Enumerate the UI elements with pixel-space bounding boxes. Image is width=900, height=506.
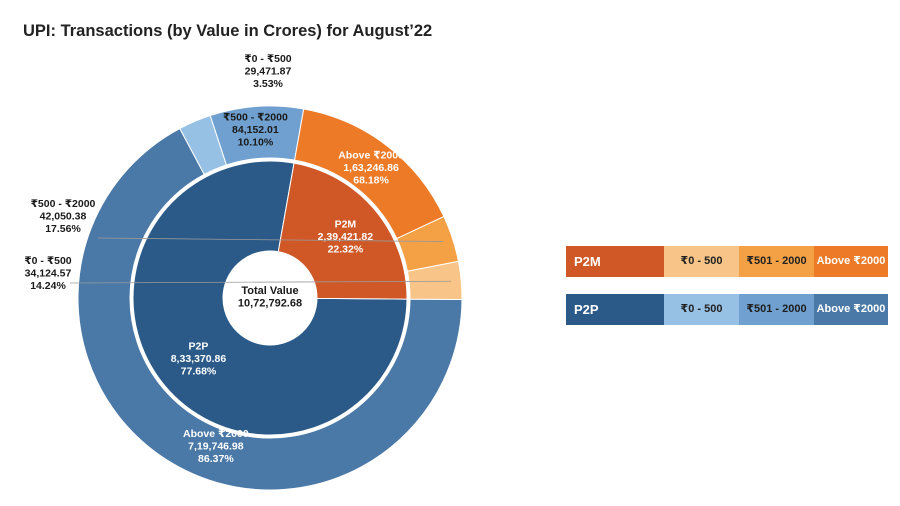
center-total-label: Total Value 10,72,792.68 bbox=[238, 285, 302, 310]
chart-title: UPI: Transactions (by Value in Crores) f… bbox=[23, 22, 433, 40]
legend-p2m-range-0-500: ₹0 - 500 bbox=[664, 246, 739, 277]
outer-label-1: ₹0 - ₹500 29,471.87 3.53% bbox=[244, 53, 291, 90]
outer-label-5: ₹0 - ₹500 34,124.57 14.24% bbox=[24, 255, 71, 292]
legend-p2m-range-501-2000: ₹501 - 2000 bbox=[739, 246, 814, 277]
outer-leader-5 bbox=[69, 280, 452, 284]
legend-p2m: P2M ₹0 - 500 ₹501 - 2000 Above ₹2000 bbox=[566, 246, 888, 277]
legend-p2p-range-501-2000: ₹501 - 2000 bbox=[739, 294, 814, 325]
inner-label-p2p: P2P 8,33,370.86 77.68% bbox=[171, 340, 227, 377]
donut-center-hole bbox=[223, 251, 317, 345]
outer-leader-4 bbox=[97, 237, 444, 242]
outer-label-0: Above ₹2000 7,19,746.98 86.37% bbox=[183, 428, 249, 465]
legend-p2p: P2P ₹0 - 500 ₹501 - 2000 Above ₹2000 bbox=[566, 294, 888, 325]
inner-label-p2m: P2M 2,39,421.82 22.32% bbox=[318, 218, 374, 255]
legend-p2m-name: P2M bbox=[566, 246, 664, 277]
sunburst-chart: Total Value 10,72,792.68 P2P 8,33,370.86 77.… bbox=[24, 53, 463, 491]
legend-p2p-range-0-500: ₹0 - 500 bbox=[664, 294, 739, 325]
outer-slice-5 bbox=[406, 260, 463, 301]
legend-p2m-range-above-2000: Above ₹2000 bbox=[814, 246, 888, 277]
legend-p2p-range-above-2000: Above ₹2000 bbox=[814, 294, 888, 325]
outer-slice-0 bbox=[77, 127, 463, 491]
outer-label-3: Above ₹2000 1,63,246.86 68.18% bbox=[338, 149, 404, 186]
legend-p2p-name: P2P bbox=[566, 294, 664, 325]
outer-label-4: ₹500 - ₹2000 42,050.38 17.56% bbox=[31, 198, 96, 235]
outer-label-2: ₹500 - ₹2000 84,152.01 10.10% bbox=[223, 111, 288, 148]
